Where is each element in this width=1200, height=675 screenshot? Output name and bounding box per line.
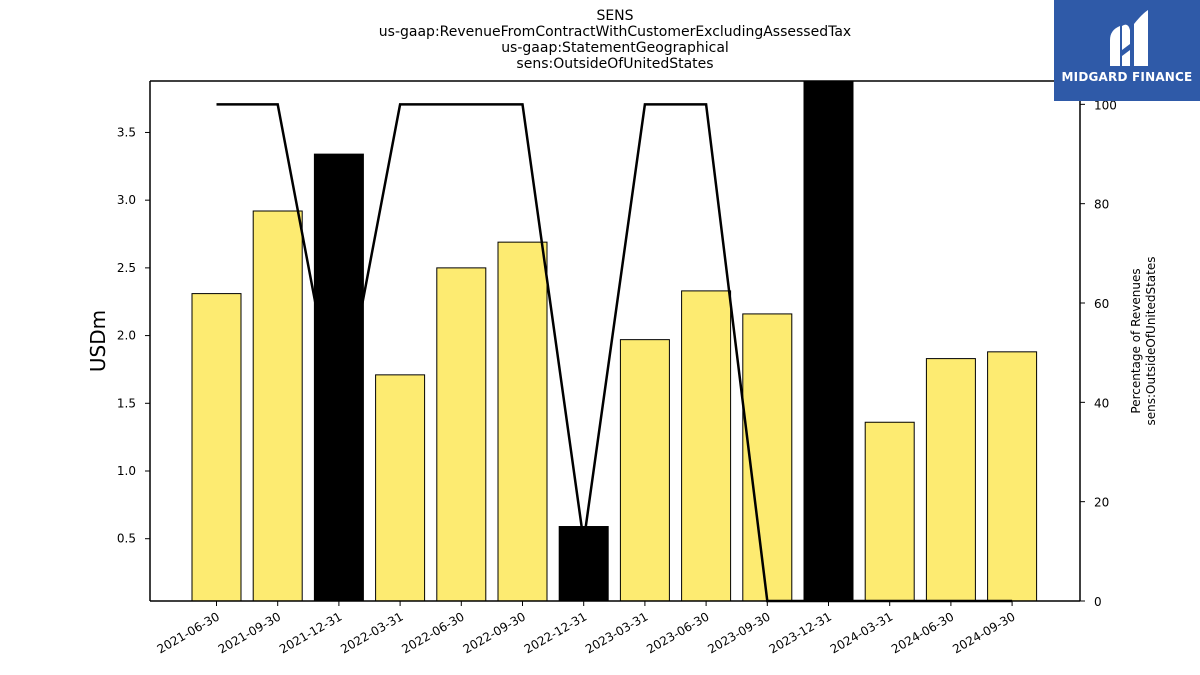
left-y-axis-ticks: 0.5 1.0 1.5 2.0 2.5 3.0 3.5 [117,125,150,546]
x-tick-label: 2022-12-31 [522,609,589,656]
x-tick-label: 2024-03-31 [828,609,895,656]
x-tick-label: 2023-06-30 [644,609,711,656]
x-tick-label: 2024-06-30 [889,609,956,656]
x-tick-label: 2023-03-31 [583,609,650,656]
midgard-finance-logo: MIDGARD FINANCE [1054,0,1200,101]
bars [191,80,1038,602]
y-axis-label-right-line: Percentage of Revenues [1129,268,1143,413]
bar [742,313,793,602]
chart-title-line: SENS [596,8,633,24]
y-axis-label-right: Percentage of Revenues sens:OutsideOfUnit… [1129,257,1158,426]
y-tick-label: 2.0 [117,329,136,343]
bar [803,80,854,602]
x-tick-label: 2023-12-31 [767,609,834,656]
y-right-tick-label: 0 [1094,595,1102,609]
chart-title-line: sens:OutsideOfUnitedStates [516,56,713,72]
bar [681,290,732,602]
x-tick-label: 2021-06-30 [155,609,222,656]
y-axis-label-right-line: sens:OutsideOfUnitedStates [1144,257,1158,426]
bar [375,374,426,602]
bar [925,358,976,602]
y-tick-label: 0.5 [117,532,136,546]
y-right-tick-label: 40 [1094,396,1109,410]
bar [191,293,242,602]
x-axis-ticks: 2021-06-302021-09-302021-12-312022-03-31… [155,601,1018,656]
chart-title-line: us-gaap:RevenueFromContractWithCustomerE… [379,24,851,40]
y-tick-label: 1.5 [117,396,136,410]
y-tick-label: 1.0 [117,464,136,478]
logo-text: MIDGARD FINANCE [1061,70,1193,84]
x-tick-label: 2022-03-31 [338,609,405,656]
midgard-logo-icon [1110,10,1148,67]
bar [252,210,303,602]
y-right-tick-label: 100 [1094,98,1117,112]
bar [497,241,548,602]
x-tick-label: 2022-09-30 [461,609,528,656]
bar [436,267,487,602]
y-right-tick-label: 80 [1094,198,1109,212]
bar [313,153,364,602]
x-tick-label: 2022-06-30 [399,609,466,656]
x-tick-label: 2021-12-31 [277,609,344,656]
y-tick-label: 3.5 [117,125,136,139]
y-right-tick-label: 60 [1094,297,1109,311]
right-y-axis-ticks: 0 20 40 60 80 100 [1080,98,1117,609]
bar [864,421,915,602]
x-tick-label: 2023-09-30 [705,609,772,656]
y-tick-label: 2.5 [117,261,136,275]
axes [149,80,1081,602]
chart-title-line: us-gaap:StatementGeographical [501,40,729,56]
x-tick-label: 2024-09-30 [950,609,1017,656]
y-right-tick-label: 20 [1094,496,1109,510]
bar [619,339,670,602]
bar [987,351,1038,602]
y-tick-label: 3.0 [117,193,136,207]
y-axis-label-left: USDm [86,310,110,372]
x-tick-label: 2021-09-30 [216,609,283,656]
chart-title: SENSus-gaap:RevenueFromContractWithCusto… [379,8,851,72]
